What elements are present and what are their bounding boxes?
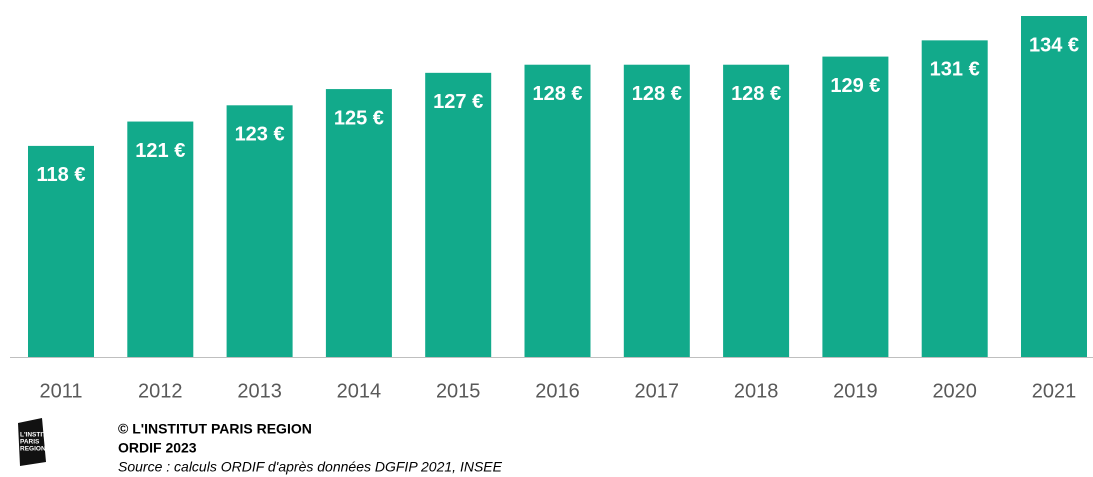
value-label: 123 € bbox=[235, 124, 285, 146]
value-label: 128 € bbox=[731, 83, 781, 105]
logo-text: L'INSTITUT bbox=[20, 432, 55, 439]
value-label: 129 € bbox=[830, 75, 880, 97]
value-label: 128 € bbox=[532, 83, 582, 105]
value-label: 131 € bbox=[930, 59, 980, 81]
logo bbox=[18, 418, 46, 466]
value-label: 118 € bbox=[37, 164, 86, 186]
bar bbox=[623, 64, 690, 357]
bar bbox=[822, 56, 889, 357]
bar bbox=[226, 105, 293, 357]
bar bbox=[921, 40, 988, 357]
x-tick-label: 2011 bbox=[39, 380, 82, 402]
value-label: 128 € bbox=[632, 83, 682, 105]
bar bbox=[325, 89, 392, 358]
bar bbox=[524, 64, 591, 357]
x-tick-label: 2014 bbox=[337, 380, 382, 402]
bar bbox=[127, 121, 194, 357]
x-tick-label: 2016 bbox=[535, 380, 580, 402]
x-tick-label: 2019 bbox=[833, 380, 878, 402]
x-tick-label: 2021 bbox=[1032, 380, 1077, 402]
copyright: © L'INSTITUT PARIS REGION bbox=[118, 421, 312, 437]
x-tick-label: 2015 bbox=[436, 380, 481, 402]
x-tick-label: 2017 bbox=[635, 380, 680, 402]
bar bbox=[425, 72, 492, 357]
value-label: 121 € bbox=[135, 140, 185, 162]
bar bbox=[723, 64, 790, 357]
x-tick-label: 2013 bbox=[237, 380, 282, 402]
x-tick-label: 2020 bbox=[932, 380, 977, 402]
logo-text: PARIS bbox=[20, 439, 40, 446]
bar bbox=[1021, 16, 1087, 357]
value-label: 127 € bbox=[433, 91, 483, 113]
source: Source : calculs ORDIF d'après données D… bbox=[118, 459, 503, 475]
logo-text: REGION bbox=[20, 446, 46, 453]
producer: ORDIF 2023 bbox=[118, 440, 197, 456]
bar bbox=[28, 145, 94, 357]
value-label: 125 € bbox=[334, 107, 384, 129]
value-label: 134 € bbox=[1029, 34, 1079, 56]
x-tick-label: 2018 bbox=[734, 380, 779, 402]
x-tick-label: 2012 bbox=[138, 380, 183, 402]
